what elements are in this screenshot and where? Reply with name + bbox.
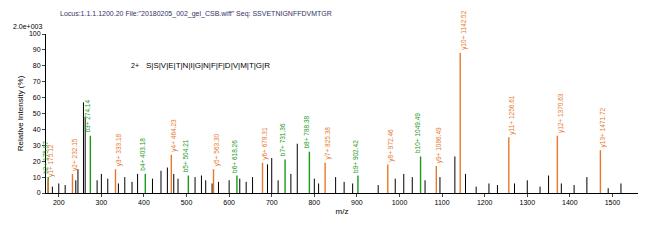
svg-text:y1+ 175.12: y1+ 175.12 [47,144,55,177]
svg-text:400: 400 [138,199,150,206]
svg-text:y9+ 1086.49: y9+ 1086.49 [435,127,443,163]
svg-text:70: 70 [33,78,41,85]
svg-text:y6+ 678.31: y6+ 678.31 [261,127,269,160]
svg-text:y8+ 972.46: y8+ 972.46 [387,129,395,162]
svg-text:y4+ 464.23: y4+ 464.23 [170,119,178,152]
svg-text:y11+ 1256.61: y11+ 1256.61 [508,95,516,134]
svg-text:y10+ 1142.52: y10+ 1142.52 [460,10,468,49]
svg-text:y2+ 232.15: y2+ 232.15 [71,138,79,171]
svg-text:b3+ 274.14: b3+ 274.14 [84,100,91,133]
svg-text:2+: 2+ [131,62,139,69]
svg-text:80: 80 [33,62,41,69]
svg-text:b8+ 788.38: b8+ 788.38 [303,115,310,148]
svg-text:20: 20 [33,158,41,165]
svg-text:200: 200 [53,199,65,206]
svg-text:b4+ 403.18: b4+ 403.18 [139,138,146,171]
svg-text:y12+ 1370.63: y12+ 1370.63 [557,93,565,133]
svg-text:b7+ 731.36: b7+ 731.36 [279,123,286,156]
svg-text:900: 900 [351,199,363,206]
svg-text:1100: 1100 [435,199,450,206]
svg-text:y7+ 825.38: y7+ 825.38 [324,127,332,160]
svg-text:y5+ 563.30: y5+ 563.30 [213,133,221,166]
svg-text:2.0e+003: 2.0e+003 [13,23,42,30]
svg-text:y3+ 333.18: y3+ 333.18 [115,133,123,166]
svg-text:1000: 1000 [392,199,408,206]
svg-text:b2+ 175.07: b2+ 175.07 [42,141,49,174]
svg-text:b5+ 504.21: b5+ 504.21 [182,139,189,172]
svg-text:30: 30 [33,142,41,149]
svg-text:50: 50 [33,110,41,117]
svg-text:Relative Intensity (%): Relative Intensity (%) [16,75,25,151]
svg-text:40: 40 [33,126,41,133]
svg-text:b6+ 618.26: b6+ 618.26 [231,140,238,173]
svg-text:60: 60 [33,94,41,101]
svg-text:S|S|V|E|T|N|I|G|N|F|F|D|V|M|T|: S|S|V|E|T|N|I|G|N|F|F|D|V|M|T|G|R [146,61,270,70]
svg-text:300: 300 [96,199,108,206]
svg-text:10: 10 [33,174,41,181]
svg-text:m/z: m/z [336,207,349,216]
svg-text:600: 600 [223,199,235,206]
svg-text:90: 90 [33,46,41,53]
svg-text:0: 0 [37,189,41,196]
svg-text:b9+ 902.42: b9+ 902.42 [352,140,359,173]
svg-text:1500: 1500 [605,199,621,206]
svg-text:800: 800 [308,199,320,206]
svg-text:1200: 1200 [477,199,493,206]
svg-text:b10+ 1049.49: b10+ 1049.49 [414,113,421,153]
svg-text:1400: 1400 [562,199,578,206]
svg-text:700: 700 [266,199,278,206]
svg-text:1300: 1300 [519,199,535,206]
svg-text:y13+ 1471.72: y13+ 1471.72 [599,108,607,148]
svg-text:100: 100 [29,30,41,37]
svg-text:500: 500 [181,199,193,206]
svg-text:Locus:1.1.1.1200.20 File:"2018: Locus:1.1.1.1200.20 File:"20180205_002_g… [60,10,332,18]
